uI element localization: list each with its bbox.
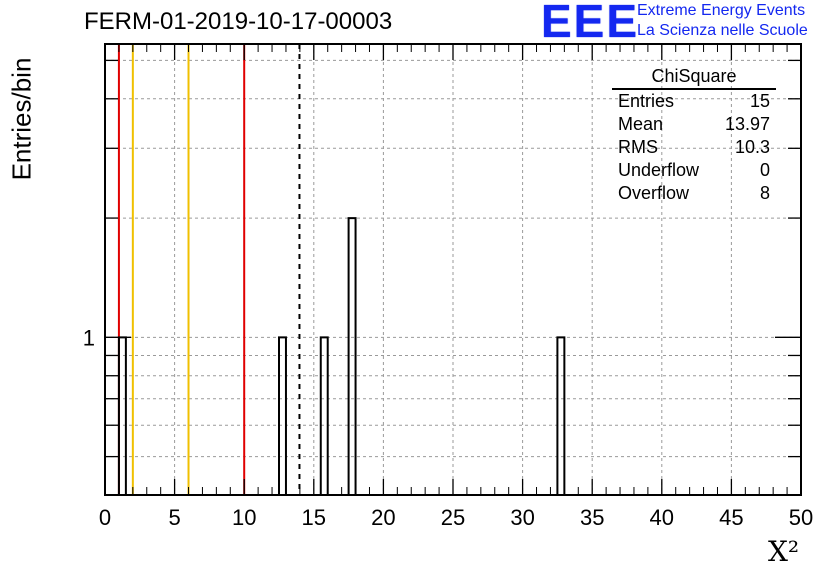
stats-value: 8 (759, 183, 770, 203)
stats-value: 15 (749, 91, 770, 111)
x-tick-label: 25 (441, 505, 465, 530)
x-tick-label: 10 (232, 505, 256, 530)
tick-labels: 0 5 10 15 20 25 30 35 40 45 50 1 (83, 325, 813, 530)
x-tick-label: 45 (719, 505, 743, 530)
stats-box: ChiSquare Entries 15 Mean 13.97 RMS 10.3… (612, 64, 776, 205)
histogram-bar (278, 336, 287, 495)
stats-label: Underflow (618, 160, 700, 180)
x-axis-label: X² (768, 535, 800, 568)
histogram-bar (319, 336, 329, 495)
reference-lines (117, 44, 301, 495)
histogram-bar (117, 336, 127, 495)
axis-ticks (104, 44, 802, 495)
y-axis-label: Entries/bin (6, 57, 37, 181)
histogram-bars (117, 217, 566, 495)
x-tick-label: 20 (371, 505, 395, 530)
logo-line-2: La Scienza nelle Scuole (637, 22, 808, 39)
stats-title: ChiSquare (612, 64, 776, 90)
stats-value: 13.97 (724, 114, 770, 134)
x-tick-label: 40 (650, 505, 674, 530)
stats-row-mean: Mean 13.97 (612, 113, 776, 136)
stats-row-entries: Entries 15 (612, 90, 776, 113)
chart-title: FERM-01-2019-10-17-00003 (84, 8, 393, 35)
x-tick-label: 35 (580, 505, 604, 530)
stats-value: 0 (759, 160, 770, 180)
stats-row-underflow: Underflow 0 (612, 159, 776, 182)
grid-lines (105, 44, 801, 495)
x-tick-label: 50 (789, 505, 813, 530)
x-tick-label: 0 (99, 505, 111, 530)
stats-label: Entries (618, 91, 675, 111)
x-tick-label: 5 (168, 505, 180, 530)
stats-row-rms: RMS 10.3 (612, 136, 776, 159)
logo-line-1: Extreme Energy Events (637, 2, 806, 19)
y-axis-label-box: Entries/bin (2, 44, 42, 194)
histogram-bar (556, 336, 566, 495)
stats-row-overflow: Overflow 8 (612, 182, 776, 205)
x-tick-label: 30 (510, 505, 534, 530)
stats-label: RMS (618, 137, 658, 157)
stats-label: Overflow (618, 183, 690, 203)
x-tick-label: 15 (302, 505, 326, 530)
logo-mark: EEE (541, 0, 640, 47)
stats-label: Mean (618, 114, 664, 134)
stats-value: 10.3 (734, 137, 770, 157)
y-tick-label: 1 (83, 325, 95, 350)
histogram-bar (347, 217, 357, 495)
